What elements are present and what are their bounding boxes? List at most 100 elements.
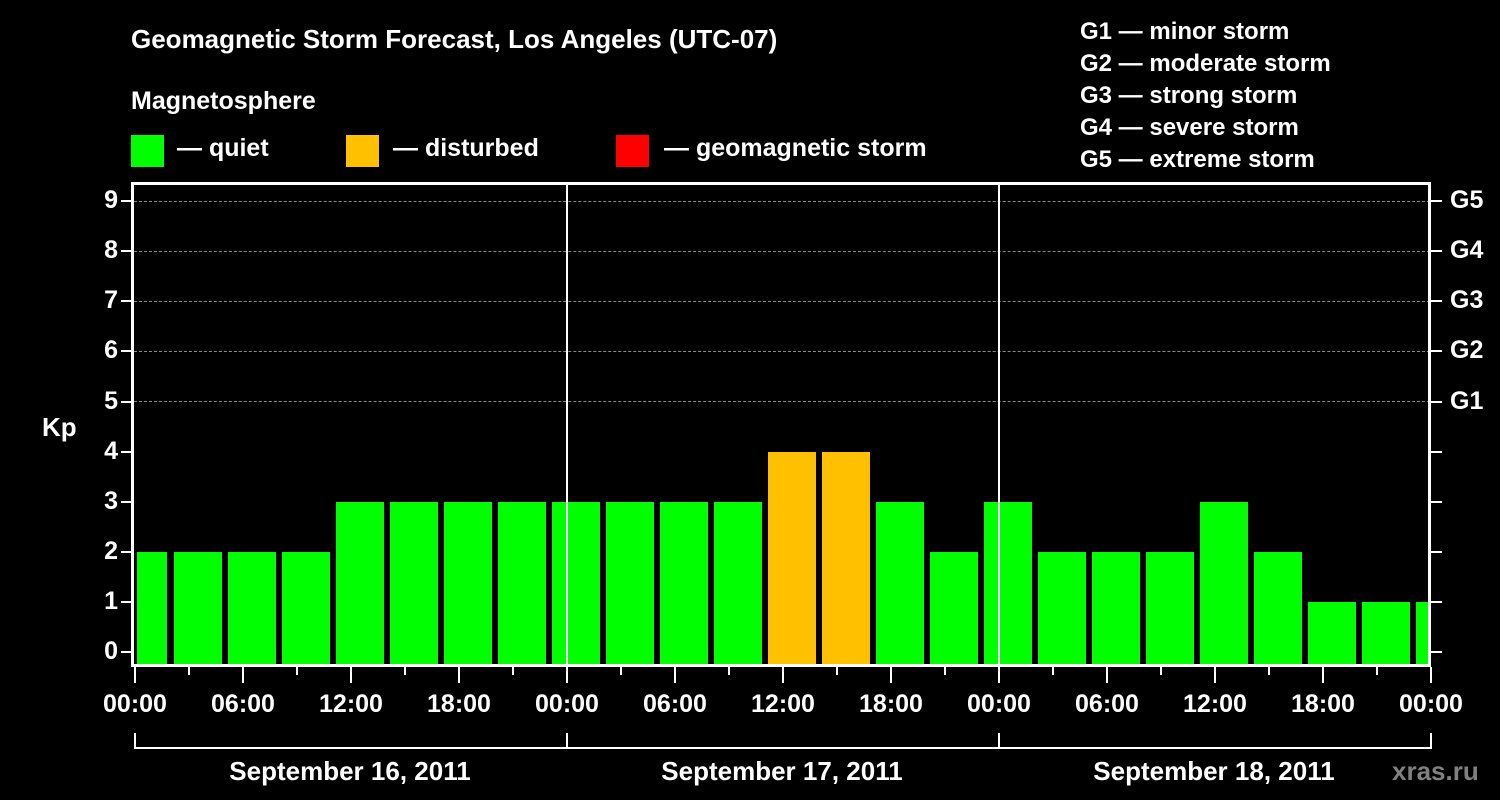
y-tick [121,651,133,653]
x-tick [566,667,568,683]
x-tick [1106,667,1108,683]
credit-watermark: xras.ru [1392,756,1479,786]
gridline [134,301,1430,302]
x-tick-label: 00:00 [103,690,167,718]
x-tick-label: 06:00 [211,690,275,718]
kp-bar [1092,551,1140,667]
date-bracket-tick [566,733,568,749]
y-tick [121,550,133,553]
x-tick-label: 12:00 [319,690,383,718]
y-tick [121,350,133,353]
y-tick [121,500,133,503]
chart-title: Geomagnetic Storm Forecast, Los Angeles … [131,24,778,54]
y-tick-right [1430,350,1442,353]
x-tick [1322,667,1324,683]
x-tick-label: 12:00 [1183,690,1247,718]
g-level-label: G1 [1450,386,1484,415]
date-label: September 18, 2011 [1093,756,1335,786]
g-level-label: G5 [1450,186,1484,215]
kp-bar [1146,551,1194,667]
y-tick-label: 8 [104,236,118,265]
x-tick [890,667,892,683]
kp-bar [498,501,546,667]
y-tick [121,600,133,603]
kp-bar [174,551,222,667]
legend-swatch-disturbed [346,135,379,167]
x-tick [944,667,946,675]
g-level-label: G2 [1450,336,1484,365]
x-tick-label: 18:00 [859,690,923,718]
kp-bar [984,501,1032,667]
y-tick-right [1430,600,1442,603]
x-tick-label: 00:00 [535,690,599,718]
kp-bar [714,501,762,667]
gridline [134,251,1430,252]
plot-area [131,182,1431,667]
g-level-label: G3 [1450,286,1484,315]
g-scale-item: G3 — strong storm [1080,82,1298,109]
kp-bar [1254,551,1302,667]
g-scale-item: G5 — extreme storm [1080,146,1315,173]
y-tick-right [1430,450,1442,453]
day-separator [566,183,568,667]
y-tick-label: 1 [104,586,118,615]
kp-bar [1416,601,1429,667]
legend-swatch-quiet [131,135,164,167]
y-tick-right [1430,300,1442,303]
x-tick [512,667,514,675]
y-tick-right [1430,550,1442,553]
x-tick-label: 18:00 [427,690,491,718]
kp-bar [606,501,654,667]
date-label: September 16, 2011 [229,756,471,786]
y-tick [121,450,133,453]
kp-bar [1200,501,1248,667]
date-bracket [134,747,1431,749]
x-tick-label: 00:00 [1399,690,1463,718]
kp-bar [930,551,978,667]
kp-bar [1038,551,1086,667]
y-tick-label: 6 [104,336,118,365]
kp-bar [336,501,384,667]
kp-bar [137,551,167,667]
x-tick [1052,667,1054,675]
kp-bar [768,451,816,667]
x-tick-label: 06:00 [643,690,707,718]
y-axis-label: Kp [42,412,77,442]
y-tick-label: 9 [104,186,118,215]
x-tick [1268,667,1270,675]
x-tick-label: 12:00 [751,690,815,718]
x-tick [728,667,730,675]
date-bracket-tick [1430,733,1432,749]
kp-bar [552,501,600,667]
legend-label-storm: — geomagnetic storm [664,134,927,162]
kp-bar [390,501,438,667]
date-label: September 17, 2011 [661,756,903,786]
g-scale-legend: G1 — minor storm G2 — moderate storm G3 … [1080,16,1331,176]
x-tick [1430,667,1432,683]
y-tick [121,400,133,403]
g-scale-item: G4 — severe storm [1080,114,1299,141]
kp-bar [1362,601,1410,667]
gridline [134,351,1430,352]
g-level-label: G4 [1450,236,1484,265]
kp-bar [1308,601,1356,667]
y-tick-right [1430,200,1442,203]
day-separator [998,183,1000,667]
legend-label-disturbed: — disturbed [393,134,539,162]
y-tick-label: 2 [104,536,118,565]
x-tick [458,667,460,683]
kp-bar [282,551,330,667]
kp-bar [228,551,276,667]
x-tick [296,667,298,675]
date-bracket-tick [134,733,136,749]
kp-bar [822,451,870,667]
y-tick-right [1430,500,1442,503]
y-tick-right [1430,651,1442,653]
x-tick [998,667,1000,683]
y-tick-label: 0 [104,637,118,665]
date-bracket-tick [998,733,1000,749]
kp-bar [876,501,924,667]
x-tick [188,667,190,675]
x-tick [620,667,622,675]
x-tick-label: 06:00 [1075,690,1139,718]
